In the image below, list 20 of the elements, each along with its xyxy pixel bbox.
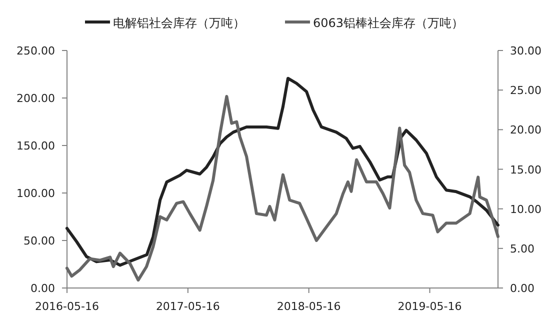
y2-tick-label: 10.00 (510, 202, 542, 216)
y-tick-label: 100.00 (16, 187, 55, 200)
x-tick-label: 2017-05-16 (156, 300, 220, 313)
y2-tick-label: 15.00 (510, 163, 542, 176)
y2-tick-label: 25.00 (510, 84, 542, 98)
y2-tick-label: 20.00 (510, 124, 542, 137)
y-tick-label: 150.00 (16, 140, 55, 152)
y-tick-label: 250.00 (16, 44, 55, 58)
x-tick-label: 2016-05-16 (35, 300, 99, 313)
y2-tick-label: 30.00 (510, 44, 542, 58)
y2-tick-label: 0.00 (510, 282, 534, 295)
x-tick-label: 2018-05-16 (276, 300, 341, 313)
line-series (66, 94, 500, 282)
y2-tick-label: 5.00 (510, 242, 534, 256)
y-tick-label: 200.00 (16, 92, 55, 105)
legend-label: 电解铝社会库存（万吨） (113, 16, 245, 30)
y-tick-label: 0.00 (30, 282, 55, 295)
x-tick-label: 2019-05-16 (398, 300, 462, 313)
legend-label: 6063铝棒社会库存（万吨） (313, 16, 464, 30)
y-tick-label: 50.00 (24, 234, 55, 248)
